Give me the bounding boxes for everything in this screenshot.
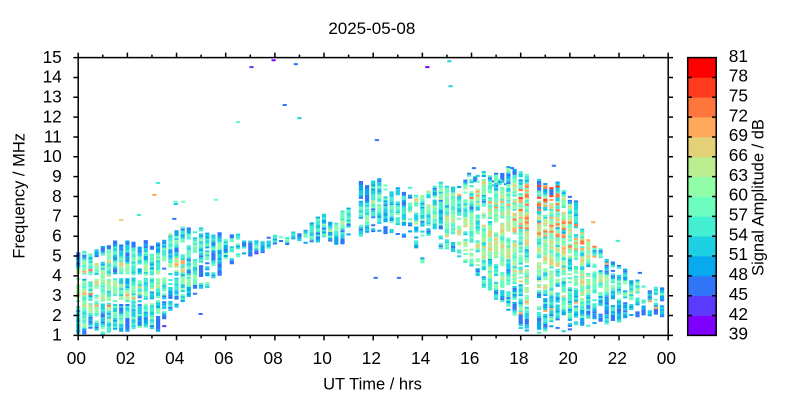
svg-text:14: 14 — [411, 348, 431, 368]
svg-text:6: 6 — [52, 226, 62, 246]
svg-text:69: 69 — [729, 125, 748, 145]
svg-text:06: 06 — [214, 348, 233, 368]
svg-text:63: 63 — [729, 165, 748, 185]
svg-text:08: 08 — [263, 348, 282, 368]
svg-text:11: 11 — [44, 126, 62, 146]
svg-text:15: 15 — [43, 47, 62, 67]
svg-text:Frequency / MHz: Frequency / MHz — [11, 133, 29, 259]
svg-text:18: 18 — [509, 348, 528, 368]
svg-text:7: 7 — [52, 206, 62, 226]
svg-text:UT Time / hrs: UT Time / hrs — [323, 375, 422, 393]
svg-text:3: 3 — [52, 285, 62, 305]
svg-text:20: 20 — [558, 348, 577, 368]
svg-text:04: 04 — [165, 348, 185, 368]
svg-text:1: 1 — [52, 325, 62, 345]
svg-text:4: 4 — [52, 265, 62, 285]
svg-text:42: 42 — [729, 304, 748, 324]
svg-text:39: 39 — [729, 324, 748, 344]
svg-text:5: 5 — [52, 245, 62, 265]
svg-text:14: 14 — [43, 67, 63, 87]
svg-text:51: 51 — [729, 244, 748, 264]
svg-text:9: 9 — [52, 166, 62, 186]
svg-text:2025-05-08: 2025-05-08 — [328, 19, 415, 38]
svg-text:57: 57 — [729, 205, 748, 225]
svg-text:54: 54 — [729, 224, 749, 244]
svg-text:00: 00 — [657, 348, 676, 368]
svg-text:48: 48 — [729, 264, 748, 284]
svg-text:Signal Amplitude / dB: Signal Amplitude / dB — [750, 119, 768, 276]
svg-text:16: 16 — [460, 348, 479, 368]
svg-text:81: 81 — [729, 46, 748, 66]
svg-text:45: 45 — [729, 284, 748, 304]
svg-text:12: 12 — [362, 348, 381, 368]
svg-text:75: 75 — [729, 86, 748, 106]
svg-text:02: 02 — [116, 348, 135, 368]
svg-text:8: 8 — [52, 186, 62, 206]
svg-text:2: 2 — [52, 305, 62, 325]
svg-text:66: 66 — [729, 145, 748, 165]
svg-text:12: 12 — [43, 106, 62, 126]
svg-text:60: 60 — [729, 185, 748, 205]
svg-text:10: 10 — [313, 348, 332, 368]
svg-text:00: 00 — [67, 348, 86, 368]
svg-text:72: 72 — [729, 105, 748, 125]
svg-text:22: 22 — [608, 348, 627, 368]
svg-text:78: 78 — [729, 66, 748, 86]
svg-text:10: 10 — [43, 146, 62, 166]
svg-text:13: 13 — [43, 87, 62, 107]
